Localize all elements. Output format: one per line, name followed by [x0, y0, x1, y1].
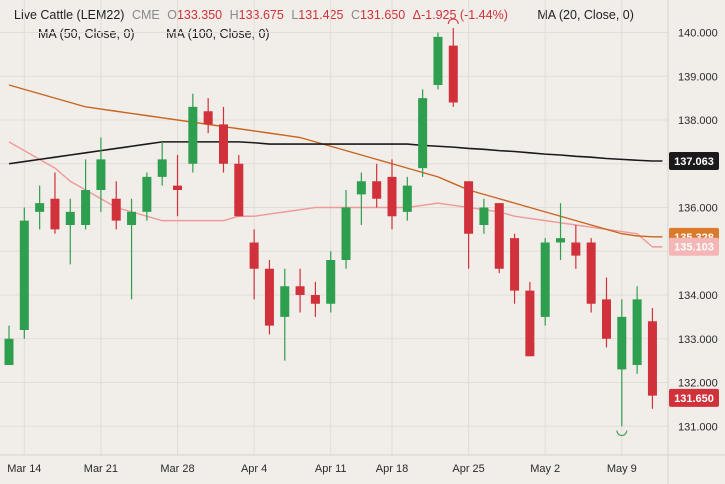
change-value: Δ-1.925 (-1.44%): [412, 8, 508, 22]
candle-body: [525, 290, 535, 357]
candle-body: [4, 338, 14, 365]
candle-body: [264, 268, 274, 326]
candle-body: [127, 211, 137, 225]
close-label: C: [350, 8, 360, 22]
x-tick-label: May 9: [607, 463, 637, 475]
price-tag: [669, 237, 719, 256]
legend-row-2: MA (50, Close, 0) MA (100, Close, 0): [38, 27, 274, 41]
candle-body: [387, 176, 397, 217]
x-tick-label: Apr 18: [376, 463, 408, 475]
candle-body: [326, 260, 336, 304]
price-tag-label: 131.650: [674, 393, 714, 405]
candle-body: [372, 181, 382, 199]
candle-body: [356, 181, 366, 195]
ma50-line: [8, 84, 663, 238]
candle-body: [479, 207, 489, 225]
candle-body: [188, 106, 198, 164]
price-tag-label: 135.103: [674, 242, 714, 254]
candle-body: [586, 242, 596, 304]
exchange-name: CME: [131, 8, 160, 22]
candle-body: [601, 299, 611, 339]
x-tick-label: Apr 11: [315, 463, 347, 475]
candle-body: [571, 242, 581, 256]
symbol-name: Live Cattle (LEM22): [14, 8, 125, 22]
y-tick-label: 138.000: [678, 115, 718, 127]
open-label: O: [167, 8, 177, 22]
candle-body: [464, 181, 474, 234]
candle-body: [510, 238, 520, 291]
candle-body: [65, 211, 75, 225]
close-value: 131.650: [359, 8, 406, 22]
y-tick-label: 134.000: [678, 290, 718, 302]
x-tick-label: May 2: [530, 463, 560, 475]
candle-body: [341, 207, 351, 260]
price-tag: [669, 388, 719, 407]
candle-body: [448, 45, 458, 103]
candle-body: [433, 36, 443, 85]
ma20-legend[interactable]: MA (20, Close, 0): [537, 8, 634, 22]
high-marker-icon: [447, 18, 459, 25]
candle-body: [540, 242, 550, 317]
y-tick-label: 133.000: [678, 334, 718, 346]
candle-body: [218, 124, 228, 164]
x-tick-label: Mar 21: [84, 463, 118, 475]
candle-body: [632, 299, 642, 365]
candle-body: [81, 190, 91, 225]
candle-body: [234, 163, 244, 217]
candle-body: [50, 198, 60, 230]
price-tag: [669, 151, 719, 170]
candle-body: [96, 159, 106, 190]
candle-body: [418, 98, 428, 169]
high-label: H: [229, 8, 239, 22]
candle-body: [402, 185, 412, 212]
y-tick-label: 136.000: [678, 203, 718, 215]
low-label: L: [291, 8, 299, 22]
ma100-legend[interactable]: MA (100, Close, 0): [166, 27, 270, 41]
candle-body: [556, 238, 566, 243]
x-tick-label: Mar 14: [7, 463, 41, 475]
legend-row-1: Live Cattle (LEM22) CME O133.350 H133.67…: [14, 8, 638, 22]
candle-body: [280, 286, 290, 317]
candle-body: [310, 295, 320, 304]
x-tick-label: Apr 4: [241, 463, 267, 475]
candle-body: [142, 176, 152, 212]
x-tick-label: Mar 28: [160, 463, 194, 475]
ma20-line: [8, 141, 663, 248]
candle-body: [35, 203, 45, 212]
open-value: 133.350: [176, 8, 223, 22]
candle-body: [203, 111, 213, 125]
candle-body: [111, 198, 121, 221]
candle-body: [647, 321, 657, 396]
ma50-legend[interactable]: MA (50, Close, 0): [38, 27, 135, 41]
y-tick-label: 140.000: [678, 28, 718, 40]
high-value: 133.675: [238, 8, 284, 22]
candle-body: [295, 286, 305, 295]
candle-body: [249, 242, 259, 269]
candle-body: [19, 220, 29, 330]
candle-body: [157, 159, 167, 177]
price-tag-label: 137.063: [674, 156, 714, 168]
y-tick-label: 131.000: [678, 421, 718, 433]
y-tick-label: 139.000: [678, 71, 718, 83]
candle-body: [494, 203, 504, 269]
candle-body: [173, 185, 183, 190]
y-tick-label: 132.000: [678, 378, 718, 390]
low-value: 131.425: [298, 8, 344, 22]
low-marker-icon: [616, 430, 628, 436]
ma100-line: [8, 141, 663, 165]
candle-body: [617, 316, 627, 370]
x-tick-label: Apr 25: [452, 463, 484, 475]
